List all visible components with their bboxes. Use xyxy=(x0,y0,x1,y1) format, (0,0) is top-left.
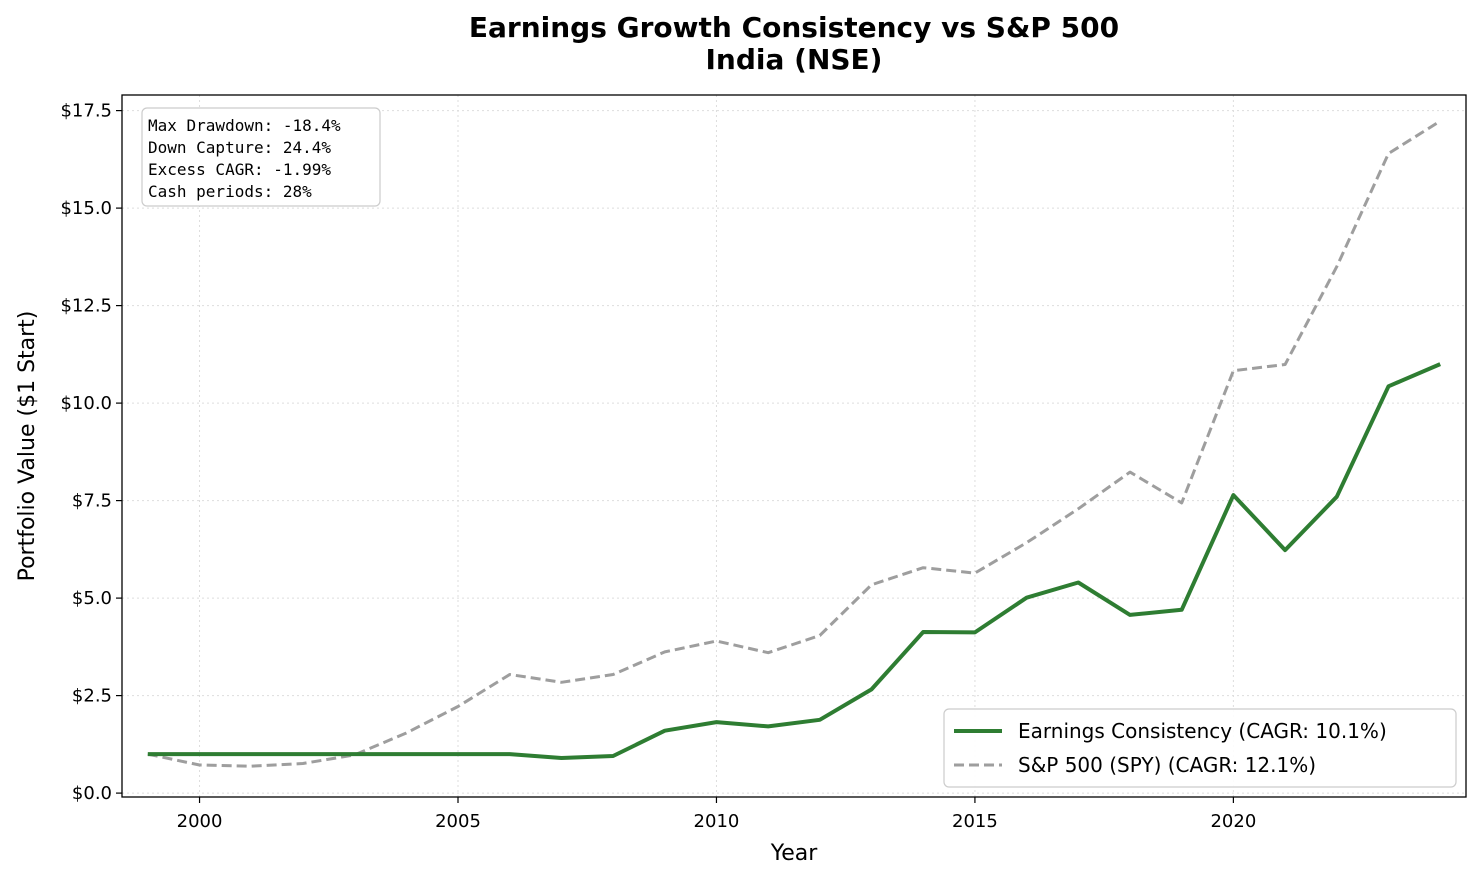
legend-label-earnings-consistency: Earnings Consistency (CAGR: 10.1%) xyxy=(1018,719,1387,743)
y-tick-label-7: $17.5 xyxy=(60,101,112,122)
legend-frame xyxy=(943,708,1457,788)
chart-subtitle: India (NSE) xyxy=(706,43,883,76)
y-tick-label-3: $7.5 xyxy=(72,491,112,512)
stats-line-cash-periods: Cash periods: 28% xyxy=(148,182,312,201)
y-tick-label-1: $2.5 xyxy=(72,686,112,707)
y-axis-label: Portfolio Value ($1 Start) xyxy=(15,311,40,582)
legend: Earnings Consistency (CAGR: 10.1%) S&P 5… xyxy=(943,708,1457,788)
x-axis-label: Year xyxy=(770,841,819,866)
y-tick-label-2: $5.0 xyxy=(72,588,112,609)
stats-line-down-capture: Down Capture: 24.4% xyxy=(148,138,331,157)
x-tick-label-2000: 2000 xyxy=(177,811,223,832)
y-axis-ticks: $0.0 $2.5 $5.0 $7.5 $10.0 $12.5 $15.0 $17.5 xyxy=(60,101,122,804)
chart-title: Earnings Growth Consistency vs S&P 500 xyxy=(469,11,1119,44)
stats-line-max-drawdown: Max Drawdown: -18.4% xyxy=(148,116,341,135)
stats-box-frame xyxy=(141,107,381,207)
y-tick-label-0: $0.0 xyxy=(72,783,112,804)
y-tick-label-6: $15.0 xyxy=(60,198,112,219)
x-tick-label-2020: 2020 xyxy=(1210,811,1256,832)
stats-annotation-box: Max Drawdown: -18.4% Down Capture: 24.4%… xyxy=(141,107,381,207)
y-tick-label-4: $10.0 xyxy=(60,393,112,414)
series-lines xyxy=(147,119,1441,768)
grid xyxy=(122,95,1466,797)
plot-frame xyxy=(121,94,1467,798)
legend-label-sp500: S&P 500 (SPY) (CAGR: 12.1%) xyxy=(1018,753,1316,777)
x-tick-label-2010: 2010 xyxy=(694,811,740,832)
x-tick-label-2015: 2015 xyxy=(952,811,998,832)
x-tick-label-2005: 2005 xyxy=(435,811,481,832)
x-axis-ticks: 2000 2005 2010 2015 2020 xyxy=(177,797,1256,832)
series-line-earnings-consistency xyxy=(147,362,1441,760)
stats-line-excess-cagr: Excess CAGR: -1.99% xyxy=(148,160,331,179)
series-line-sp500 xyxy=(147,119,1441,768)
y-tick-label-5: $12.5 xyxy=(60,296,112,317)
